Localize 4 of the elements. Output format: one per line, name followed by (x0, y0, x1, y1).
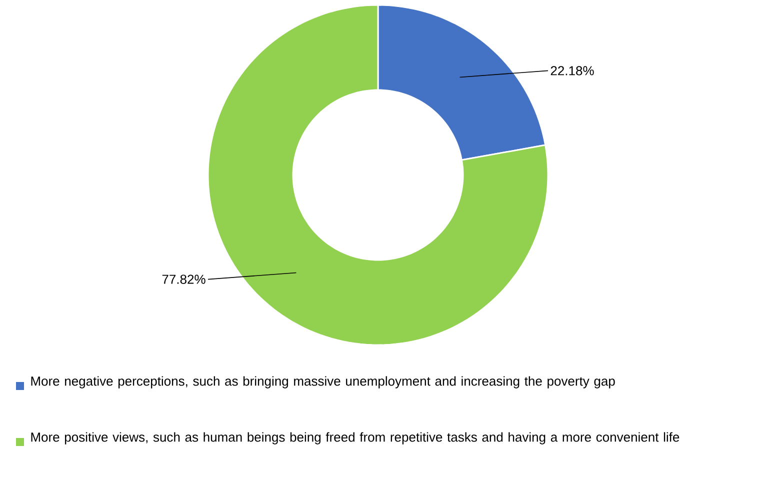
legend-label: More negative perceptions, such as bringing massive unemployment and increasing the poverty gap (31, 376, 615, 388)
legend-label: More positive views, such as human beings being freed from repetitive tasks and having a more convenient life (31, 432, 680, 444)
data-label: 22.18% (550, 66, 594, 76)
data-label: 77.82% (162, 274, 206, 284)
